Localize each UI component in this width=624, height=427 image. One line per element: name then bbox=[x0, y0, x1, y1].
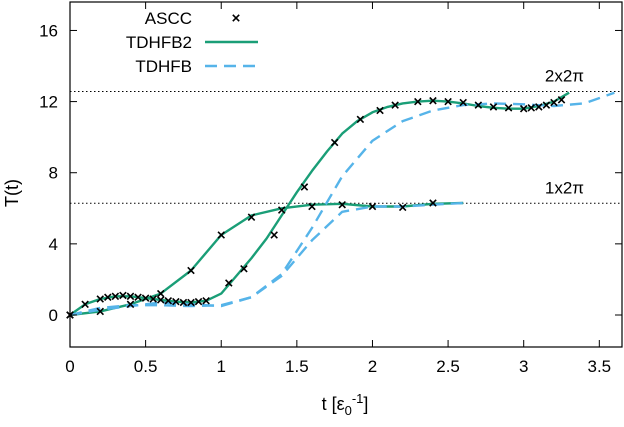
x-tick-label-0: 0 bbox=[65, 357, 74, 376]
x-axis-label-main: t [ε bbox=[322, 394, 345, 414]
x-axis-label-sub: 0 bbox=[345, 403, 352, 418]
x-tick-label-2: 1 bbox=[216, 357, 225, 376]
y-tick-label-3: 12 bbox=[39, 93, 58, 112]
legend-label-2: TDHFB bbox=[135, 57, 192, 76]
series-3-point-7 bbox=[134, 293, 142, 301]
x-tick-label-5: 2.5 bbox=[436, 357, 460, 376]
y-tick-label-1: 4 bbox=[49, 235, 58, 254]
series-3-point-8 bbox=[141, 294, 150, 302]
series-3-point-15 bbox=[194, 297, 203, 306]
legend-label-0: ASCC bbox=[145, 9, 192, 28]
series-3-point-16 bbox=[202, 296, 210, 305]
series-3-point-10 bbox=[156, 296, 165, 304]
y-tick-label-0: 0 bbox=[49, 306, 58, 325]
series-3-point-25 bbox=[414, 97, 422, 106]
series-3-point-37 bbox=[557, 96, 566, 104]
annotation-1: 1x2π bbox=[545, 178, 584, 197]
series-3-point-21 bbox=[330, 138, 339, 147]
annotations: 2x2π 1x2π bbox=[545, 67, 584, 198]
plot-frame bbox=[69, 1, 623, 348]
series-0-point-11 bbox=[398, 203, 407, 212]
x-tick-label-6: 3 bbox=[519, 357, 528, 376]
series-0-point-6 bbox=[247, 213, 256, 221]
series-3-point-24 bbox=[391, 101, 399, 109]
series-0-point-7 bbox=[277, 206, 286, 214]
x-tick-label-3: 1.5 bbox=[285, 357, 309, 376]
series-3-point-2 bbox=[96, 295, 105, 303]
series-markers-3 bbox=[66, 96, 566, 319]
series-3-point-23 bbox=[376, 106, 384, 115]
series-3-point-32 bbox=[519, 104, 528, 113]
series-3-point-4 bbox=[111, 292, 120, 301]
series-3-point-18 bbox=[240, 264, 248, 273]
series-3-point-17 bbox=[225, 279, 233, 287]
series-3-point-14 bbox=[187, 298, 195, 307]
series-3-point-9 bbox=[149, 295, 157, 303]
series-3-point-20 bbox=[300, 183, 309, 191]
series-0-point-10 bbox=[368, 202, 377, 211]
ticks: 0 0.5 1 1.5 2 2.5 3 3.5 0 4 8 12 16 bbox=[39, 2, 622, 376]
series-3-point-19 bbox=[270, 231, 278, 239]
series-3-point-22 bbox=[356, 115, 365, 124]
x-axis-label-close: ] bbox=[363, 394, 368, 414]
series-3-point-30 bbox=[489, 103, 498, 111]
series-0-point-4 bbox=[187, 266, 195, 275]
series-3-point-34 bbox=[535, 103, 543, 111]
series-0-point-1 bbox=[96, 307, 105, 316]
series-3-point-13 bbox=[179, 298, 188, 307]
series-layer bbox=[66, 91, 615, 319]
series-3-point-28 bbox=[459, 98, 467, 107]
series-3-point-35 bbox=[542, 101, 551, 109]
plot-border bbox=[69, 1, 623, 348]
series-3-point-1 bbox=[81, 300, 89, 309]
series-3-point-33 bbox=[527, 104, 536, 112]
series-0-point-2 bbox=[126, 300, 135, 309]
legend-label-1: TDHFB2 bbox=[126, 33, 192, 52]
series-3-point-11 bbox=[164, 296, 173, 305]
series-line-5 bbox=[69, 91, 615, 317]
series-3-point-29 bbox=[474, 101, 483, 109]
series-0-point-3 bbox=[156, 289, 165, 298]
series-3-point-36 bbox=[550, 98, 558, 107]
legend: ASCC TDHFB2 TDHFB bbox=[126, 9, 258, 76]
series-0-point-8 bbox=[308, 202, 316, 211]
series-3-point-6 bbox=[126, 292, 135, 301]
series-0-point-5 bbox=[217, 231, 225, 239]
series-3-point-12 bbox=[172, 297, 180, 306]
series-3-point-31 bbox=[504, 104, 513, 112]
series-3-point-5 bbox=[119, 291, 127, 300]
series-0-point-9 bbox=[338, 200, 346, 209]
series-0-point-12 bbox=[429, 199, 437, 207]
x-tick-label-4: 2 bbox=[368, 357, 377, 376]
y-tick-label-4: 16 bbox=[39, 21, 58, 40]
x-axis-label: t [ε0-1] bbox=[322, 391, 369, 418]
annotation-0: 2x2π bbox=[545, 67, 584, 86]
series-3-point-27 bbox=[444, 97, 452, 106]
x-axis-label-sup: -1 bbox=[352, 391, 364, 406]
legend-marker-0 bbox=[232, 14, 240, 22]
x-tick-label-1: 0.5 bbox=[134, 357, 158, 376]
y-tick-label-2: 8 bbox=[49, 164, 58, 183]
series-3-point-26 bbox=[429, 96, 437, 105]
series-3-point-3 bbox=[104, 293, 112, 301]
y-axis-label: T(t) bbox=[2, 179, 22, 207]
x-tick-label-7: 3.5 bbox=[587, 357, 611, 376]
